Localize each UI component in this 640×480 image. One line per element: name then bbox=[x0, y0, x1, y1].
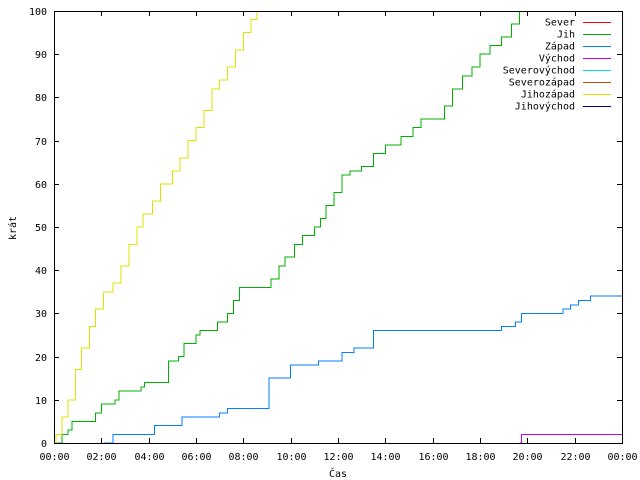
y-tick-label: 100 bbox=[29, 7, 47, 18]
x-tick-label: 02:00 bbox=[86, 452, 116, 463]
legend-label: Severozápad bbox=[509, 77, 575, 89]
y-tick-label: 0 bbox=[41, 439, 47, 450]
legend-label: Sever bbox=[545, 18, 575, 29]
y-axis-label: krát bbox=[7, 216, 19, 240]
series-line-1 bbox=[54, 11, 520, 444]
x-tick-label: 00:00 bbox=[39, 452, 69, 463]
x-tick-label: 12:00 bbox=[323, 452, 353, 463]
series-line-2 bbox=[103, 295, 622, 444]
x-tick-label: 00:00 bbox=[607, 452, 637, 463]
x-tick-label: 10:00 bbox=[276, 452, 306, 463]
y-tick-label: 50 bbox=[35, 223, 47, 234]
x-tick-label: 22:00 bbox=[560, 452, 590, 463]
legend-label: Jihozápad bbox=[521, 89, 575, 101]
x-tick-label: 20:00 bbox=[512, 452, 542, 463]
legend-label: Východ bbox=[539, 53, 575, 65]
x-tick-label: 16:00 bbox=[418, 452, 448, 463]
legend-label: Jih bbox=[557, 30, 575, 41]
y-tick-label: 70 bbox=[35, 137, 47, 148]
x-tick-label: 06:00 bbox=[181, 452, 211, 463]
y-tick-label: 40 bbox=[35, 266, 47, 277]
y-tick-label: 10 bbox=[35, 396, 47, 407]
y-ticks: 0 10 20 30 40 50 60 70 80 90 100 bbox=[29, 7, 622, 450]
series-line-6 bbox=[54, 11, 258, 444]
y-tick-label: 20 bbox=[35, 353, 47, 364]
legend-label: Západ bbox=[545, 41, 575, 53]
x-tick-label: 08:00 bbox=[228, 452, 258, 463]
x-ticks: 00:00 02:00 04:00 06:00 08:00 10:00 12:00 14:00… bbox=[39, 11, 638, 463]
x-axis-label: Čas bbox=[329, 467, 347, 480]
y-tick-label: 30 bbox=[35, 309, 47, 320]
x-tick-label: 18:00 bbox=[465, 452, 495, 463]
y-tick-label: 80 bbox=[35, 93, 47, 104]
y-tick-label: 60 bbox=[35, 180, 47, 191]
legend: SeverJihZápadVýchodSeverovýchodSeverozáp… bbox=[503, 18, 611, 113]
x-tick-label: 14:00 bbox=[370, 452, 400, 463]
legend-label: Jihovýchod bbox=[515, 101, 575, 113]
legend-label: Severovýchod bbox=[503, 65, 575, 77]
y-tick-label: 90 bbox=[35, 50, 47, 61]
series-line-3 bbox=[519, 433, 622, 444]
x-tick-label: 04:00 bbox=[134, 452, 164, 463]
